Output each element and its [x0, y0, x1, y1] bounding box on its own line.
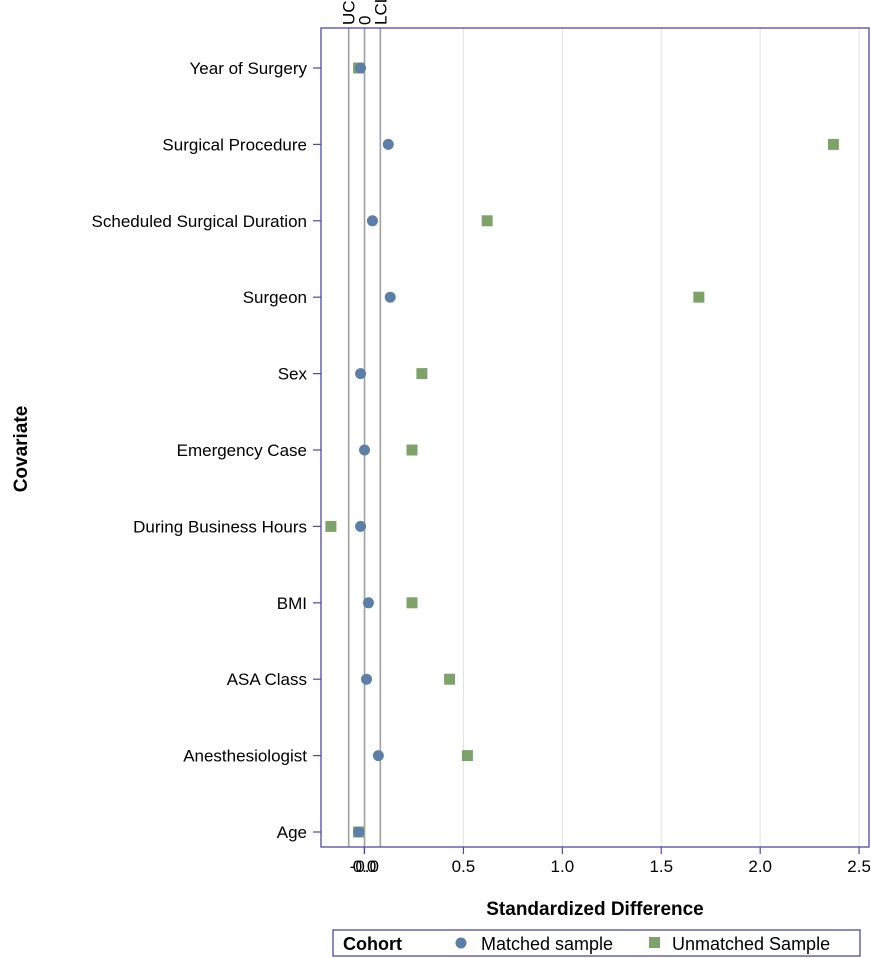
matched-point-9: [372, 750, 384, 762]
x-tick-label-0: -0.0: [350, 857, 379, 876]
x-axis: -0.00.0 0.5 1.0 1.5 2.0 2.5: [350, 847, 871, 876]
y-tick-label-1: Surgical Procedure: [162, 135, 307, 154]
reference-line-label-0: UCL: [340, 0, 359, 25]
y-tick-label-8: ASA Class: [227, 670, 307, 689]
x-tick-label-4: 1.5: [649, 857, 673, 876]
matched-point-0: [355, 62, 367, 74]
unmatched-point-1: [827, 138, 839, 150]
y-tick-label-4: Sex: [278, 365, 308, 384]
unmatched-point-2: [481, 215, 493, 227]
y-tick-label-9: Anesthesiologist: [183, 747, 307, 766]
x-tick-label-6: 2.5: [847, 857, 871, 876]
x-tick-label-1: 0.0: [353, 857, 377, 876]
reference-line-label-1: 0: [356, 16, 375, 25]
x-tick-label-2: 0.5: [452, 857, 476, 876]
y-axis: Year of Surgery Surgical Procedure Schedul…: [92, 59, 321, 842]
y-axis-label: Covariate: [11, 406, 32, 493]
y-tick-label-6: During Business Hours: [133, 517, 307, 536]
legend: Cohort Matched sample Unmatched Sample: [332, 929, 861, 957]
unmatched-point-3: [693, 291, 705, 303]
matched-point-5: [359, 444, 371, 456]
matched-point-3: [384, 291, 396, 303]
x-tick-label-3: 1.0: [551, 857, 575, 876]
unmatched-point-7: [406, 597, 418, 609]
reference-line-label-2: LCL: [371, 0, 390, 25]
legend-label-unmatched: Unmatched Sample: [672, 934, 830, 954]
unmatched-point-4: [416, 368, 428, 380]
legend-frame: [332, 929, 861, 957]
unmatched-point-5: [406, 444, 418, 456]
matched-point-1: [382, 138, 394, 150]
data-points: [325, 62, 839, 838]
legend-label-matched: Matched sample: [481, 934, 613, 954]
y-tick-label-3: Surgeon: [243, 288, 307, 307]
unmatched-point-8: [444, 673, 456, 685]
matched-point-8: [361, 673, 373, 685]
plot-frame: [320, 27, 870, 848]
matched-point-10: [353, 826, 365, 838]
x-tick-label-5: 2.0: [748, 857, 772, 876]
y-tick-label-10: Age: [277, 823, 307, 842]
legend-title: Cohort: [343, 934, 402, 954]
y-tick-label-0: Year of Surgery: [190, 59, 308, 78]
y-tick-label-2: Scheduled Surgical Duration: [92, 212, 307, 231]
matched-point-7: [362, 597, 374, 609]
legend-marker-matched: [455, 937, 467, 949]
vertical-gridlines: [462, 28, 860, 847]
unmatched-point-6: [325, 520, 337, 532]
matched-point-2: [366, 215, 378, 227]
matched-point-4: [355, 368, 367, 380]
matched-point-6: [355, 520, 367, 532]
y-tick-label-7: BMI: [277, 594, 307, 613]
unmatched-point-9: [461, 750, 473, 762]
x-axis-label: Standardized Difference: [486, 899, 704, 920]
legend-marker-unmatched: [649, 937, 660, 948]
y-tick-label-5: Emergency Case: [177, 441, 307, 460]
